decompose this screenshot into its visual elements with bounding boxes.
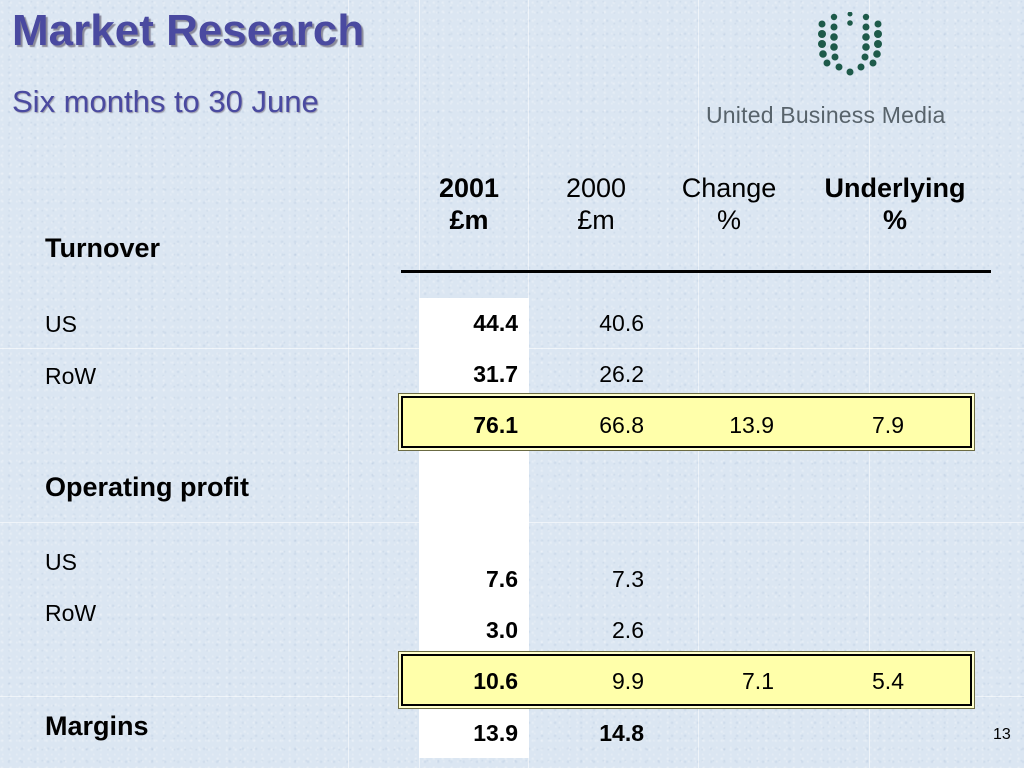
total-row-operating-profit	[401, 654, 972, 706]
col-header-line: %	[882, 205, 907, 235]
section-operating-profit: Operating profit	[45, 472, 249, 502]
col-header-line: %	[716, 205, 741, 235]
cell-2001: 7.6	[486, 566, 518, 592]
cell-2001: 44.4	[473, 310, 518, 336]
cell-2000: 7.3	[612, 566, 644, 592]
col-header-line: £m	[577, 205, 615, 235]
total-2001: 10.6	[473, 668, 518, 694]
grid-line	[348, 0, 349, 768]
company-logo: United Business Media	[700, 12, 1010, 132]
margin-2000: 14.8	[599, 720, 644, 746]
total-2000: 66.8	[599, 412, 644, 438]
section-turnover: Turnover	[45, 233, 161, 263]
total-2000: 9.9	[612, 668, 644, 694]
row-label-row: RoW	[45, 600, 97, 626]
cell-2001: 31.7	[473, 361, 518, 387]
col-header-2000: 2000 £m	[550, 172, 642, 236]
col-header-line: Change	[681, 173, 777, 203]
row-label-us: US	[45, 549, 77, 575]
total-change: 13.9	[729, 412, 774, 438]
margin-2001: 13.9	[473, 720, 518, 746]
ubm-dots-logo-icon	[818, 12, 882, 76]
slide-title: Market Research	[12, 6, 365, 55]
header-rule	[401, 270, 991, 273]
row-label-us: US	[45, 311, 77, 337]
page-number: 13	[993, 726, 1011, 743]
grid-line	[869, 0, 870, 768]
col-header-line: 2000	[565, 173, 627, 203]
col-header-2001: 2001 £m	[424, 172, 514, 236]
col-header-change: Change %	[664, 172, 794, 236]
row-label-row: RoW	[45, 363, 97, 389]
total-change: 7.1	[742, 668, 774, 694]
company-name: United Business Media	[706, 102, 946, 128]
total-underlying: 7.9	[872, 412, 904, 438]
total-2001: 76.1	[473, 412, 518, 438]
cell-2000: 40.6	[599, 310, 644, 336]
col-header-line: 2001	[438, 173, 500, 203]
slide-subtitle: Six months to 30 June	[12, 84, 319, 119]
cell-2001: 3.0	[486, 617, 518, 643]
col-header-line: Underlying	[824, 173, 966, 203]
section-margins: Margins	[45, 711, 149, 741]
cell-2000: 2.6	[612, 617, 644, 643]
total-underlying: 5.4	[872, 668, 904, 694]
col-header-underlying: Underlying %	[800, 172, 990, 236]
col-header-line: £m	[449, 205, 489, 235]
grid-line	[698, 0, 699, 768]
cell-2000: 26.2	[599, 361, 644, 387]
total-row-turnover	[401, 396, 972, 448]
